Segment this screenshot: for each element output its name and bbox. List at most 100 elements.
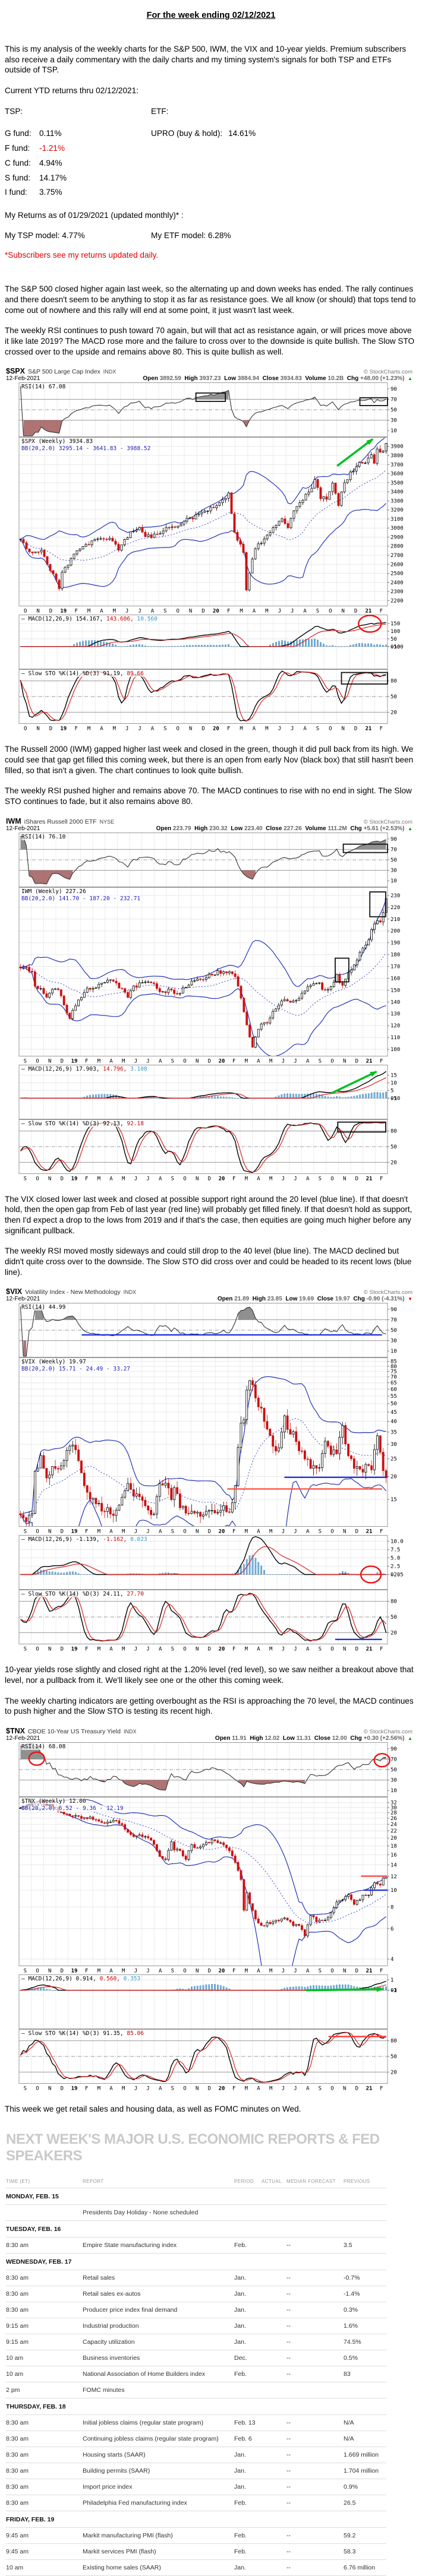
svg-text:18: 18 — [390, 1844, 397, 1850]
spx-paragraph-1: The S&P 500 closed higher again last wee… — [5, 284, 416, 315]
svg-text:50: 50 — [390, 407, 397, 413]
svg-text:J: J — [282, 1969, 285, 1974]
svg-text:A: A — [257, 1647, 260, 1653]
svg-text:50: 50 — [390, 1615, 397, 1621]
tnx-chart: $TNX CBOE 10-Year US Treasury Yield INDX… — [6, 1727, 412, 2093]
fund-name: I fund: — [5, 188, 27, 197]
svg-text:85: 85 — [390, 1359, 397, 1365]
calendar-cell: 26.5 — [344, 2499, 356, 2507]
svg-text:90: 90 — [390, 387, 397, 393]
annotation-circle — [360, 1565, 382, 1584]
svg-text:3900: 3900 — [390, 444, 404, 450]
calendar-cell: -0.7% — [344, 2274, 360, 2281]
svg-text:O: O — [36, 1529, 39, 1535]
svg-text:O: O — [24, 609, 27, 615]
chart-quote-line: Open 21.89 High 23.85 Low 19.69 Close 19… — [217, 1296, 412, 1303]
svg-text:A: A — [257, 2086, 260, 2092]
x-axis: S O N D 19 F M A M J J A S O N D 20 F M A M J J A S O N D 21 F — [6, 1644, 412, 1653]
svg-text:A: A — [109, 1176, 113, 1182]
xaxis-plot: S O N D 19 F M A M J J A S O N D 20 F M A M J J A S O N D 21 F — [6, 2084, 412, 2093]
calendar-cell: Initial jobless claims (regular state pr… — [83, 2419, 204, 2426]
bollinger-label: BB(20,2.0) 6.52 - 9.36 - 12.19 — [21, 1805, 124, 1812]
calendar-cell — [262, 2387, 286, 2394]
calendar-row: 8:30 am Empire State manufacturing index F… — [6, 2238, 386, 2254]
svg-text:A: A — [159, 1647, 162, 1653]
svg-text:230: 230 — [390, 893, 400, 899]
annotation-box — [195, 393, 226, 403]
svg-text:J: J — [146, 1647, 149, 1653]
model-returns: My TSP model: 4.77% My ETF model: 6.28% — [5, 231, 417, 240]
svg-text:65: 65 — [390, 1381, 397, 1387]
fund-name: C fund: — [5, 158, 31, 167]
svg-text:M: M — [240, 609, 243, 615]
annotation-box — [337, 1121, 386, 1133]
svg-text:6: 6 — [390, 1926, 393, 1932]
calendar-column-headers: TIME (ET) REPORT PERIOD ACTUAL MEDIAN FORECA… — [6, 2175, 386, 2188]
svg-text:S: S — [319, 1176, 322, 1182]
calendar-day-label: TUESDAY, FEB. 16 — [6, 2221, 386, 2238]
svg-text:J: J — [282, 1058, 285, 1064]
svg-text:D: D — [61, 1176, 64, 1182]
svg-text:2400: 2400 — [390, 580, 404, 586]
svg-text:N: N — [36, 726, 39, 732]
price-plot: 230 220 210 200 190 180 170 160 150 140 130 120 110 1… — [6, 887, 412, 1056]
calendar-cell: -- — [286, 2338, 291, 2346]
svg-text:70: 70 — [390, 1375, 397, 1381]
calendar-cell — [286, 2209, 344, 2216]
svg-text:A: A — [303, 726, 307, 732]
svg-text:M: M — [97, 1058, 101, 1064]
svg-text:3500: 3500 — [390, 480, 404, 486]
stochastic-label: Slow STO %K(14) %D(3) 24.11, 27.70 — [21, 1591, 144, 1598]
svg-text:A: A — [257, 1529, 260, 1535]
svg-text:J: J — [294, 1647, 297, 1653]
change-direction-icon: ▲ — [408, 376, 412, 382]
svg-text:A: A — [306, 1969, 310, 1974]
svg-text:M: M — [122, 1969, 125, 1974]
calendar-cell: Empire State manufacturing index — [83, 2241, 177, 2249]
svg-text:N: N — [343, 1529, 346, 1535]
svg-text:-1: -1 — [390, 1988, 397, 1994]
svg-text:19: 19 — [71, 1647, 78, 1653]
stochastic-panel: Slow STO %K(14) %D(3) 92.13, 92.18 80 50 2… — [6, 1119, 412, 1174]
calendar-cell: 9:45 am — [6, 2547, 29, 2555]
calendar-row: 8:30 am Retail sales Jan. -- -0.7% — [6, 2270, 386, 2286]
svg-text:J: J — [291, 609, 294, 615]
svg-text:A: A — [257, 1176, 260, 1182]
change-direction-icon: ▲ — [408, 825, 412, 831]
svg-text:0: 0 — [390, 644, 393, 650]
svg-text:A: A — [159, 1969, 162, 1974]
svg-text:S: S — [171, 1529, 174, 1535]
svg-text:F: F — [232, 1647, 235, 1653]
rsi-panel: RSI(14) 68.08 90 70 50 30 10 — [6, 1742, 412, 1797]
svg-text:M: M — [245, 1176, 248, 1182]
svg-text:M: M — [122, 2086, 125, 2092]
svg-text:O: O — [330, 1176, 333, 1182]
chart-date: 12-Feb-2021 — [6, 1735, 40, 1742]
calendar-cell — [262, 2338, 286, 2346]
svg-text:0: 0 — [390, 1096, 393, 1102]
svg-text:-50: -50 — [390, 644, 400, 650]
svg-text:20: 20 — [213, 726, 219, 732]
svg-text:30: 30 — [390, 418, 397, 424]
chart-credit: © StockCharts.com — [364, 1289, 412, 1296]
svg-text:F: F — [227, 609, 230, 615]
chart-exchange: NYSE — [99, 818, 115, 825]
svg-text:8: 8 — [390, 1904, 393, 1910]
svg-text:10: 10 — [390, 429, 397, 435]
price-label: IWM (Weekly) 227.26 — [21, 888, 86, 895]
svg-text:150: 150 — [390, 988, 400, 993]
svg-text:2700: 2700 — [390, 553, 404, 559]
calendar-cell — [262, 2419, 286, 2426]
x-axis: S O N D 19 F M A M J J A S O N D 20 F M A M J J A S O N D 21 F — [6, 1527, 412, 1536]
svg-text:M: M — [269, 1058, 273, 1064]
calendar-cell: Feb. 13 — [234, 2419, 256, 2426]
calendar-cell: 8:30 am — [6, 2467, 29, 2474]
svg-text:S: S — [24, 1647, 27, 1653]
svg-text:J: J — [146, 1176, 149, 1182]
sto-plot: 80 50 20 — [6, 1119, 412, 1174]
calendar-cell: Markit manufacturing PMI (flash) — [83, 2531, 173, 2539]
svg-text:D: D — [201, 609, 204, 615]
calendar-cell: 8:30 am — [6, 2306, 29, 2314]
calendar-row: 9:45 am Markit services PMI (flash) Feb. --… — [6, 2544, 386, 2560]
